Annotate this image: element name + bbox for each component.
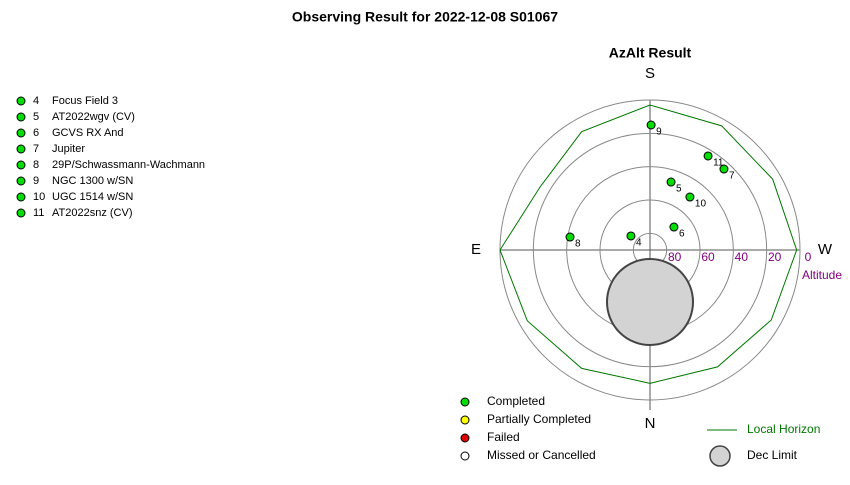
target-point xyxy=(666,177,676,187)
point-label: 9 xyxy=(656,127,662,138)
direction-label: E xyxy=(471,241,481,258)
list-name: 29P/Schwassmann-Wachmann xyxy=(52,159,205,171)
legend-label: Local Horizon xyxy=(747,422,820,436)
list-name: GCVS RX And xyxy=(52,127,124,139)
legend-label: Missed or Cancelled xyxy=(487,448,596,462)
list-id: 5 xyxy=(33,111,39,123)
legend-marker xyxy=(460,451,470,461)
legend-label: Dec Limit xyxy=(747,448,798,462)
direction-label: N xyxy=(645,415,656,432)
list-name: Jupiter xyxy=(52,143,85,155)
point-label: 8 xyxy=(575,239,581,250)
target-point xyxy=(703,151,713,161)
legend-marker xyxy=(460,397,470,407)
list-marker xyxy=(16,144,26,154)
list-name: AT2022snz (CV) xyxy=(52,207,133,219)
list-marker xyxy=(16,128,26,138)
list-id: 10 xyxy=(33,191,45,203)
point-label: 6 xyxy=(679,229,685,240)
target-point xyxy=(669,222,679,232)
r-tick-label: 80 xyxy=(668,250,682,264)
dec-limit xyxy=(606,258,694,346)
list-id: 4 xyxy=(33,95,39,107)
chart-title: Observing Result for 2022-12-08 S01067 xyxy=(292,9,558,25)
list-name: UGC 1514 w/SN xyxy=(52,191,133,203)
legend-marker xyxy=(460,433,470,443)
direction-label: S xyxy=(645,65,655,82)
point-label: 7 xyxy=(729,171,735,182)
list-marker xyxy=(16,96,26,106)
point-label: 4 xyxy=(636,238,642,249)
chart-subtitle: AzAlt Result xyxy=(609,45,692,61)
point-label: 5 xyxy=(676,184,682,195)
point-label: 11 xyxy=(713,158,724,169)
target-point xyxy=(646,120,656,130)
legend-label: Completed xyxy=(487,394,545,408)
list-marker xyxy=(16,112,26,122)
r-tick-label: 60 xyxy=(701,250,715,264)
r-tick-label: 40 xyxy=(735,250,749,264)
list-name: AT2022wgv (CV) xyxy=(52,111,135,123)
list-marker xyxy=(16,176,26,186)
r-tick-label: 0 xyxy=(805,250,812,264)
target-point xyxy=(626,231,636,241)
list-id: 8 xyxy=(33,159,39,171)
direction-label: W xyxy=(818,241,833,258)
list-id: 7 xyxy=(33,143,39,155)
list-id: 11 xyxy=(33,207,44,219)
target-point xyxy=(719,164,729,174)
list-name: Focus Field 3 xyxy=(52,95,118,107)
point-label: 10 xyxy=(695,199,707,210)
target-point xyxy=(685,192,695,202)
list-marker xyxy=(16,192,26,202)
legend-marker xyxy=(709,445,731,467)
list-id: 9 xyxy=(33,175,39,187)
legend-label: Failed xyxy=(487,430,520,444)
list-marker xyxy=(16,160,26,170)
list-id: 6 xyxy=(33,127,39,139)
legend-label: Partially Completed xyxy=(487,412,591,426)
legend-marker xyxy=(460,415,470,425)
horizon-line xyxy=(499,104,798,384)
r-tick-label: 20 xyxy=(768,250,782,264)
target-point xyxy=(565,232,575,242)
list-marker xyxy=(16,208,26,218)
list-name: NGC 1300 w/SN xyxy=(52,175,133,187)
axis-label: Altitude xyxy=(802,268,842,282)
grid-circle xyxy=(532,132,768,368)
